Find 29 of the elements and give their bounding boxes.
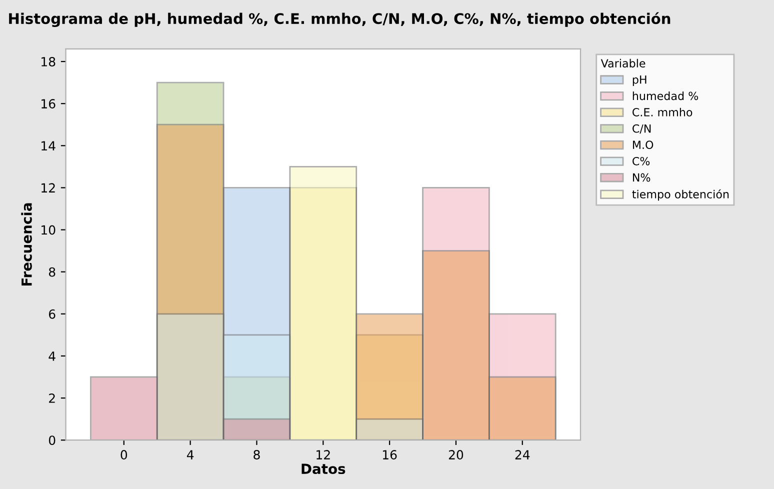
y-tick-label: 4 xyxy=(48,352,56,361)
x-tick-label: 16 xyxy=(382,450,397,460)
legend-label: pH xyxy=(632,76,646,86)
legend-title: Variable xyxy=(600,58,646,68)
y-tick-label: 2 xyxy=(49,394,55,403)
y-tick-label: 18 xyxy=(42,56,56,66)
x-tick-label: 8 xyxy=(254,450,260,460)
y-tick-label: 6 xyxy=(48,309,56,319)
y-axis-title: Frecuencia xyxy=(21,203,32,286)
x-tick-label: 12 xyxy=(316,450,330,460)
legend-label: C/N xyxy=(632,124,651,134)
legend-label: C.E. mmho xyxy=(632,108,692,116)
y-tick-label: 8 xyxy=(48,267,56,277)
legend-label: C% xyxy=(632,156,650,166)
y-tick-label: 0 xyxy=(48,436,56,446)
x-axis-title: Datos xyxy=(302,464,346,474)
y-tick-label: 12 xyxy=(42,183,55,192)
x-tick-label: 24 xyxy=(515,450,530,460)
legend-label: N% xyxy=(632,173,650,182)
y-tick-label: 10 xyxy=(42,225,56,235)
x-tick-label: 20 xyxy=(448,450,464,460)
legend-label: M.O xyxy=(632,140,654,150)
x-tick-label: 0 xyxy=(120,450,128,460)
y-tick-label: 14 xyxy=(42,141,56,150)
chart-title: Histograma de pH, humedad %, C.E. mmho, C/N, M.O, C%, N%, tiempo obtención xyxy=(9,12,670,28)
legend-label: humedad % xyxy=(632,92,698,100)
x-tick-label: 4 xyxy=(186,450,194,460)
legend-label: tiempo obtención xyxy=(632,189,729,201)
y-tick-label: 16 xyxy=(42,99,56,109)
